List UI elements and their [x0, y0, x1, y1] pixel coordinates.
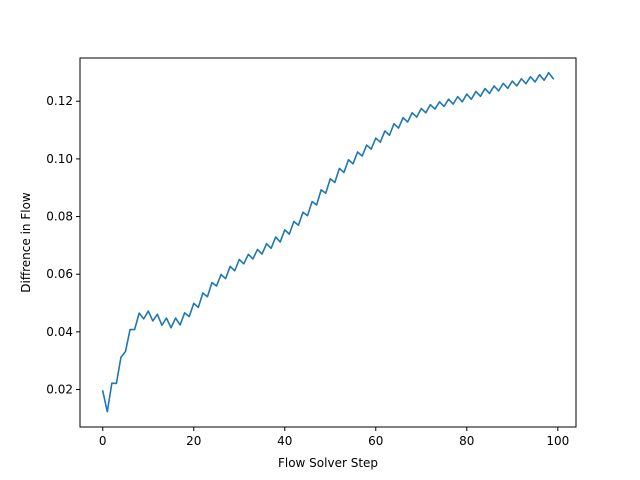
axes-frame — [79, 57, 577, 428]
y-tick-label: 0.10 — [46, 152, 73, 166]
x-tick-label: 40 — [277, 434, 292, 448]
plot-area — [80, 58, 576, 427]
x-tick-label: 100 — [546, 434, 569, 448]
y-axis-label: Diffrence in Flow — [19, 192, 33, 293]
y-ticks: 0.02 0.04 0.06 0.08 0.10 0.12 — [46, 94, 80, 397]
x-tick-label: 20 — [186, 434, 201, 448]
x-ticks: 0 20 40 60 80 100 — [99, 427, 569, 448]
y-tick-label: 0.02 — [46, 383, 73, 397]
y-tick-label: 0.04 — [46, 325, 73, 339]
x-tick-label: 0 — [99, 434, 107, 448]
x-axis-label: Flow Solver Step — [278, 456, 378, 470]
x-tick-label: 60 — [368, 434, 383, 448]
y-tick-label: 0.12 — [46, 94, 73, 108]
y-tick-label: 0.08 — [46, 210, 73, 224]
y-tick-label: 0.06 — [46, 267, 73, 281]
series-layer — [101, 71, 555, 413]
x-tick-label: 80 — [459, 434, 474, 448]
series-line — [101, 71, 555, 413]
